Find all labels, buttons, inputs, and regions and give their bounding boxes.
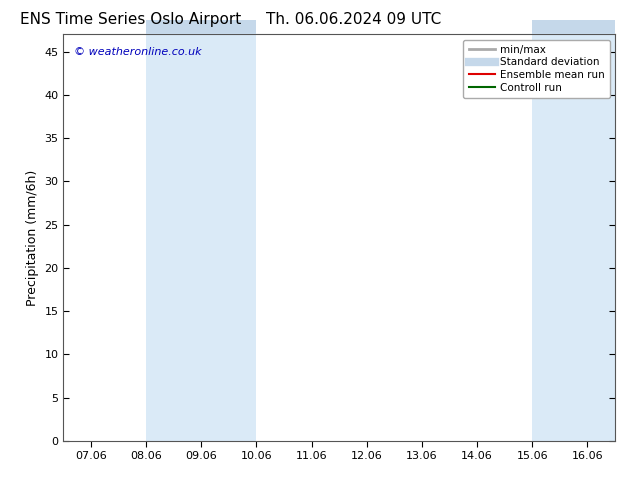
Y-axis label: Precipitation (mm/6h): Precipitation (mm/6h) bbox=[26, 170, 39, 306]
Bar bbox=[533, 34, 588, 441]
Bar bbox=[146, 20, 202, 34]
Bar bbox=[588, 34, 615, 441]
Bar bbox=[202, 34, 256, 441]
Legend: min/max, Standard deviation, Ensemble mean run, Controll run: min/max, Standard deviation, Ensemble me… bbox=[463, 40, 610, 98]
Text: ENS Time Series Oslo Airport: ENS Time Series Oslo Airport bbox=[20, 12, 241, 27]
Bar bbox=[202, 20, 256, 34]
Text: © weatheronline.co.uk: © weatheronline.co.uk bbox=[74, 47, 202, 56]
Bar bbox=[533, 20, 588, 34]
Bar bbox=[146, 34, 202, 441]
Bar bbox=[588, 20, 615, 34]
Text: Th. 06.06.2024 09 UTC: Th. 06.06.2024 09 UTC bbox=[266, 12, 441, 27]
